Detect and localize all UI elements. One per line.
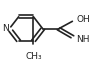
Text: OH: OH [76,15,90,24]
Text: N: N [3,24,9,33]
Text: CH₃: CH₃ [25,52,42,60]
Text: NH: NH [76,34,90,44]
